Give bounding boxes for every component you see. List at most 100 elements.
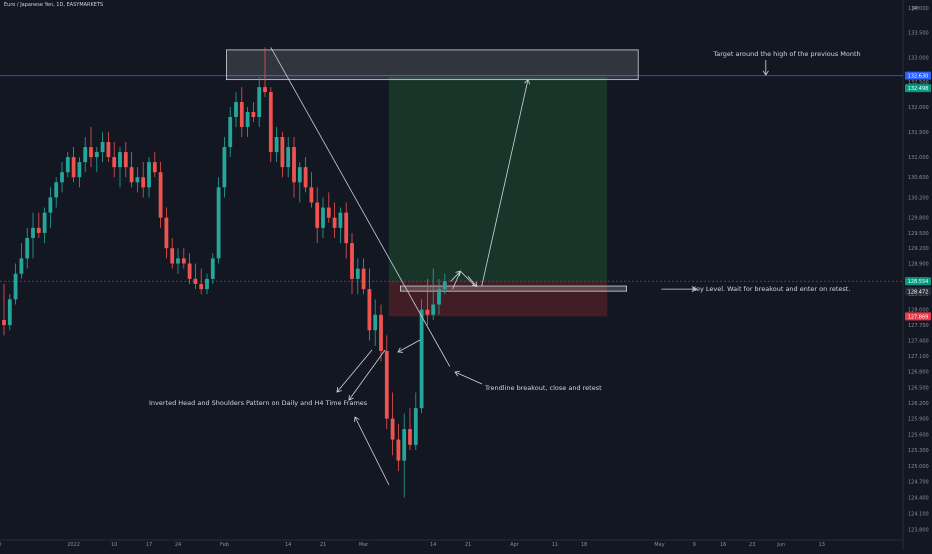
candle-body [413,408,418,445]
target-box [225,49,639,81]
x-tick-label: 9 [693,542,696,548]
candle-body [210,258,215,279]
y-tick-label: 127.400 [908,339,929,345]
annotation-target: Target around the high of the previous M… [712,50,860,58]
x-tick-label: 16 [720,542,726,548]
x-tick-label: 24 [175,542,181,548]
y-tick-label: 133.000 [908,55,929,61]
candle-body [384,350,389,419]
candle-body [152,162,157,173]
x-tick-label: Feb [220,542,229,548]
y-tick-label: 126.800 [908,370,929,376]
x-tick-label: Jun [776,542,785,548]
candle-body [187,263,192,279]
x-tick-label: Mar [359,542,369,548]
annotation-hs-pattern: Inverted Head and Shoulders Pattern on D… [149,399,368,407]
candle-body [2,319,6,326]
candle-body [100,142,105,153]
y-tick-label: 126.500 [908,385,929,391]
candle-body [303,167,308,188]
trendline-breakout-arrow-head [454,370,461,377]
candle-body [60,172,64,183]
x-tick-label: 21 [320,542,326,548]
candle-body [94,152,99,158]
candle-body [280,137,285,168]
candle-body [321,207,325,228]
y-tick-label: 132.500 [908,80,929,86]
y-tick-label: 130.600 [908,175,929,181]
key-level-box [399,285,627,292]
candle-body [431,304,436,315]
x-tick-label: 2022 [67,542,80,548]
y-tick-label: 128.900 [908,262,929,268]
candle-body [379,314,383,351]
candle-body [25,238,30,259]
candle-body [181,258,186,264]
candle-body [135,177,140,183]
candle-body [164,217,169,249]
price-tag [905,287,931,296]
candle-body [141,177,146,188]
candle-body [123,152,128,168]
candle-body [222,147,227,188]
candle-body [216,187,221,259]
candle-body [147,162,151,188]
x-tick-label: 17 [146,542,152,548]
x-tick-label: Apr [510,542,520,548]
candle-body [408,429,412,445]
trendline [270,47,451,367]
hs-arrow-1 [336,349,373,393]
candle-body [257,87,262,118]
y-tick-label: 127.100 [908,354,929,360]
candle-body [228,117,233,148]
candle-body [251,112,256,118]
annotation-trendline: Trendline breakout, close and retest [484,384,602,392]
candle-body [83,147,88,163]
hs-arrow-3 [354,416,390,486]
candle-body [326,207,331,218]
price-tag [905,71,931,80]
currency-label: JPY [911,6,920,12]
candle-body [437,289,441,305]
price-tag-label: 132.498 [908,86,929,92]
projection-arrow-1 [450,270,461,282]
candle-body [268,92,273,153]
candle-body [129,167,134,183]
candle-body [31,227,35,239]
candle-body [71,157,76,178]
candle-body [332,217,337,228]
y-tick-label: 125.600 [908,432,929,438]
candle-body [292,147,296,183]
x-tick-label: 13 [819,542,825,548]
candle-body [239,102,244,128]
y-tick-label: 130.200 [908,195,929,201]
candle-body [36,227,41,233]
hs-arrow-4 [397,339,421,353]
candle-body [297,167,302,183]
stop-loss-zone [388,281,608,317]
candle-body [274,137,279,153]
candle-body [425,309,430,315]
candle-body [373,314,378,331]
x-tick-label: 11 [552,542,558,548]
candle-body [42,212,47,233]
candle-body [205,278,209,290]
price-tag [905,277,931,286]
candle-body [77,162,82,178]
x-tick-label: 14 [285,542,291,548]
symbol-title: Euro / Japanese Yen, 1D, EASYMARKETS [4,2,104,8]
hs-arrow-2 [348,349,386,401]
x-tick-label: 21 [465,542,471,548]
hs-arrow-2-head [348,394,354,401]
candle-body [350,243,354,279]
projection-arrow-target-head [524,78,531,85]
candle-body [48,197,53,213]
y-tick-label: 124.700 [908,480,929,486]
candle-body [158,172,163,218]
x-tick-label: 20 [0,542,1,548]
candle-body [390,418,395,440]
candle-body [419,309,424,409]
hs-arrow-3-head [354,416,360,423]
price-tag-label: 127.869 [908,314,929,320]
